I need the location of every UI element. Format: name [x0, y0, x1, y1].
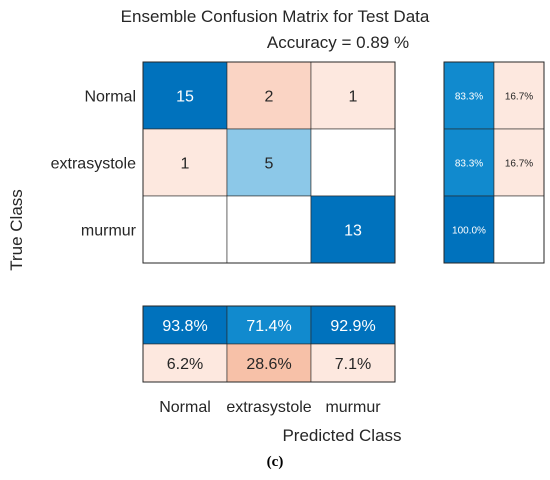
matrix-cell	[226, 195, 312, 264]
row-summary-cell	[493, 128, 545, 197]
row-summary-cell	[493, 195, 545, 264]
column-summary-value: 71.4%	[246, 318, 291, 335]
column-labels: Normal extrasystole murmur	[159, 399, 381, 416]
column-summary-cell	[310, 343, 396, 383]
column-summary-matrix: 93.8% 71.4% 92.9% 6.2% 28.6% 7.1%	[142, 305, 396, 383]
row-summary-value: 83.3%	[455, 92, 483, 103]
matrix-cell-value: 1	[181, 156, 190, 173]
column-summary-value: 92.9%	[330, 318, 375, 335]
matrix-cell-value: 5	[265, 156, 274, 173]
row-summary-value: 100.0%	[452, 226, 486, 237]
row-summary-cell	[443, 128, 495, 197]
row-class-label: Normal	[84, 89, 136, 106]
column-class-label: extrasystole	[226, 399, 311, 416]
column-summary-cell	[310, 305, 396, 345]
column-class-label: Normal	[159, 399, 211, 416]
column-summary-value: 6.2%	[167, 356, 203, 373]
column-summary-cell	[142, 343, 228, 383]
matrix-cell	[310, 128, 396, 197]
chart-subtitle: Accuracy = 0.89 %	[267, 33, 409, 52]
matrix-cell-value: 15	[176, 89, 194, 106]
matrix-cell	[142, 195, 228, 264]
matrix-cell-value: 1	[349, 89, 358, 106]
row-summary-cell	[443, 195, 495, 264]
column-summary-cell	[142, 305, 228, 345]
y-axis-label: True Class	[7, 189, 26, 271]
row-summary-value: 16.7%	[505, 92, 533, 103]
row-summary-border	[443, 61, 545, 264]
matrix-cell-value: 2	[265, 89, 274, 106]
row-summary-cell	[493, 61, 545, 130]
column-summary-cell	[226, 343, 312, 383]
column-summary-cell	[226, 305, 312, 345]
matrix-cell	[142, 61, 228, 130]
x-axis-label: Predicted Class	[282, 426, 401, 445]
row-summary-value: 83.3%	[455, 159, 483, 170]
column-class-label: murmur	[325, 399, 381, 416]
matrix-cell	[226, 61, 312, 130]
matrix-cell	[310, 195, 396, 264]
column-summary-value: 7.1%	[335, 356, 371, 373]
matrix-cell	[226, 128, 312, 197]
row-class-label: extrasystole	[51, 156, 136, 173]
figure-caption: (c)	[267, 454, 284, 470]
matrix-cell-value: 13	[344, 223, 362, 240]
main-matrix: 15 2 11 513	[142, 61, 396, 264]
row-summary-value: 16.7%	[505, 159, 533, 170]
row-class-label: murmur	[81, 223, 137, 240]
matrix-border	[142, 61, 396, 264]
chart-title: Ensemble Confusion Matrix for Test Data	[121, 7, 430, 26]
row-summary-matrix: 83.3% 16.7% 83.3% 16.7% 100.0%	[443, 61, 545, 264]
column-summary-value: 28.6%	[246, 356, 291, 373]
row-labels: Normal extrasystole murmur	[51, 89, 137, 240]
column-summary-border	[142, 305, 396, 383]
matrix-cell	[142, 128, 228, 197]
column-summary-value: 93.8%	[162, 318, 207, 335]
